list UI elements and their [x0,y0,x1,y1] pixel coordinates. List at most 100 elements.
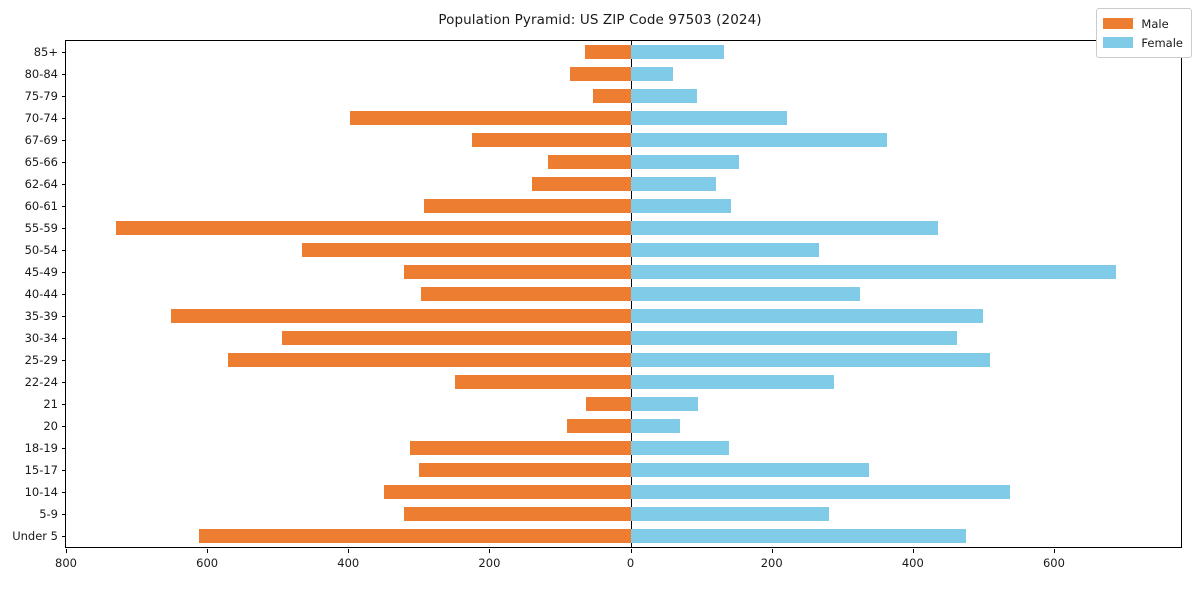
bar-male[interactable] [472,133,631,147]
bar-male[interactable] [531,177,631,191]
bar-male[interactable] [586,397,631,411]
bar-male[interactable] [584,45,631,59]
y-axis-label: 20 [43,419,58,433]
x-axis-label: 400 [901,556,924,570]
x-axis-label: 200 [760,556,783,570]
bar-female[interactable] [630,265,1117,279]
bar-male[interactable] [409,441,631,455]
bar-female[interactable] [630,353,991,367]
bar-female[interactable] [630,221,938,235]
y-axis-label: 60-61 [24,199,58,213]
pyramid-row [66,155,1181,169]
bar-female[interactable] [630,309,984,323]
x-axis-tick [771,549,773,553]
x-axis-tick [489,549,491,553]
pyramid-row [66,309,1181,323]
pyramid-row [66,463,1181,477]
y-axis-label: 35-39 [24,309,58,323]
bar-female[interactable] [630,485,1010,499]
y-axis-tick [62,74,66,75]
y-axis-label: 70-74 [24,111,58,125]
y-axis-tick [62,426,66,427]
legend-label-female: Female [1141,35,1183,50]
x-axis-tick [912,549,914,553]
bar-male[interactable] [423,199,631,213]
pyramid-row [66,133,1181,147]
bar-female[interactable] [630,199,732,213]
bar-female[interactable] [630,133,887,147]
bar-female[interactable] [630,441,729,455]
bar-male[interactable] [593,89,631,103]
y-axis-label: 18-19 [24,441,58,455]
bar-male[interactable] [404,265,631,279]
bar-female[interactable] [630,89,697,103]
y-axis-label: 45-49 [24,265,58,279]
y-axis-tick [62,382,66,383]
bar-male[interactable] [547,155,631,169]
y-axis-label: 30-34 [24,331,58,345]
bar-female[interactable] [630,419,680,433]
y-axis-tick [62,338,66,339]
pyramid-row [66,507,1181,521]
x-axis-label: 400 [337,556,360,570]
bar-female[interactable] [630,111,788,125]
bar-male[interactable] [383,485,631,499]
y-axis-tick [62,184,66,185]
y-axis-label: 85+ [33,45,58,59]
pyramid-row [66,221,1181,235]
bar-male[interactable] [302,243,631,257]
bar-female[interactable] [630,45,725,59]
legend-label-male: Male [1141,16,1169,31]
bar-female[interactable] [630,397,699,411]
pyramid-row [66,177,1181,191]
pyramid-row [66,441,1181,455]
pyramid-row [66,45,1181,59]
y-axis-label: 15-17 [24,463,58,477]
bar-female[interactable] [630,331,958,345]
x-axis-label: 600 [1042,556,1065,570]
bar-male[interactable] [171,309,631,323]
y-axis-label: 10-14 [24,485,58,499]
legend-item-female[interactable]: Female [1103,33,1183,52]
bar-female[interactable] [630,529,967,543]
bar-male[interactable] [418,463,631,477]
x-axis-label: 800 [55,556,77,570]
bar-female[interactable] [630,67,673,81]
y-axis-tick [62,404,66,405]
bar-male[interactable] [198,529,631,543]
y-axis-tick [62,360,66,361]
y-axis-label: 55-59 [24,221,58,235]
bar-male[interactable] [454,375,631,389]
legend-item-male[interactable]: Male [1103,14,1183,33]
bar-male[interactable] [567,419,631,433]
bar-male[interactable] [227,353,631,367]
y-axis-label: 40-44 [24,287,58,301]
pyramid-row [66,375,1181,389]
x-axis-tick [348,549,350,553]
bar-male[interactable] [281,331,631,345]
bar-male[interactable] [569,67,631,81]
bar-male[interactable] [116,221,631,235]
y-axis-tick [62,448,66,449]
pyramid-row [66,419,1181,433]
bar-female[interactable] [630,507,829,521]
bar-male[interactable] [420,287,631,301]
bar-female[interactable] [630,463,870,477]
y-axis-label: 21 [43,397,58,411]
bar-female[interactable] [630,375,835,389]
y-axis-tick [62,206,66,207]
bar-male[interactable] [404,507,631,521]
bar-female[interactable] [630,177,716,191]
chart-title: Population Pyramid: US ZIP Code 97503 (2… [438,12,762,28]
pyramid-row [66,111,1181,125]
y-axis-label: 65-66 [24,155,58,169]
bar-female[interactable] [630,243,819,257]
bar-female[interactable] [630,155,740,169]
bar-male[interactable] [350,111,631,125]
pyramid-row [66,89,1181,103]
x-axis-tick [66,549,67,553]
y-axis-tick [62,118,66,119]
x-axis-tick [207,549,209,553]
bar-female[interactable] [630,287,860,301]
